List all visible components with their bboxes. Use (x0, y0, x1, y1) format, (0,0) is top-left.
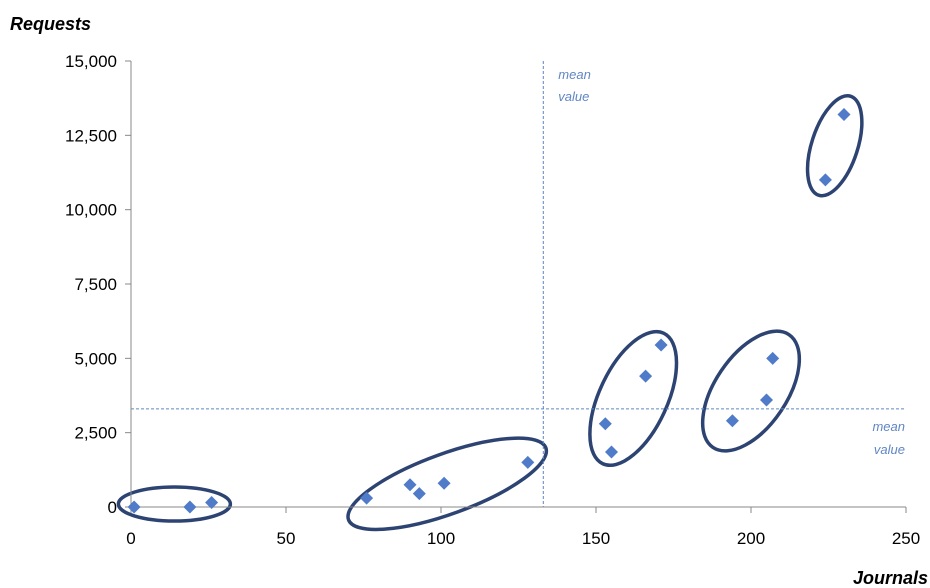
data-point (639, 369, 653, 383)
mean-value-label-x: value (558, 89, 589, 104)
data-point (412, 487, 426, 501)
data-point (598, 417, 612, 431)
y-tick-label: 7,500 (74, 275, 117, 294)
y-axis-title: Requests (10, 14, 91, 34)
x-tick-label: 150 (582, 529, 610, 548)
y-tick-label: 12,500 (65, 126, 117, 145)
data-point (760, 393, 773, 407)
x-tick-label: 250 (892, 529, 920, 548)
x-tick-label: 50 (277, 529, 296, 548)
data-point (766, 351, 780, 365)
x-tick-label: 100 (427, 529, 455, 548)
data-point (654, 338, 668, 352)
cluster-ellipse (700, 329, 802, 453)
data-point (360, 491, 374, 505)
mean-value-lines: mean value mean value (131, 61, 906, 507)
mean-value-label-y: value (874, 442, 905, 457)
data-point (521, 455, 535, 469)
cluster-ellipse (346, 436, 549, 532)
x-axis-title: Journals (853, 568, 928, 588)
x-tick-label: 200 (737, 529, 765, 548)
data-point (205, 496, 219, 510)
data-point (437, 476, 451, 490)
y-tick-label: 0 (108, 498, 117, 517)
data-point (127, 500, 141, 514)
data-point (183, 500, 197, 514)
mean-value-label-x: mean (558, 67, 591, 82)
data-point (605, 445, 618, 459)
x-axis-ticks: 0 50 100 150 200 250 (126, 507, 920, 548)
y-tick-label: 2,500 (74, 424, 117, 443)
data-point (818, 173, 832, 187)
y-tick-label: 10,000 (65, 201, 117, 220)
y-axis-ticks: 0 2,500 5,000 7,500 10,000 12,500 15,000 (65, 52, 131, 517)
y-tick-label: 5,000 (74, 349, 117, 368)
data-point (837, 108, 851, 122)
data-point (725, 414, 739, 428)
data-points (127, 108, 851, 514)
cluster-ellipse (588, 329, 679, 468)
mean-value-label-y: mean (872, 419, 905, 434)
cluster-ellipse (116, 485, 233, 523)
data-point (403, 478, 417, 492)
axes (130, 61, 906, 508)
y-tick-label: 15,000 (65, 52, 117, 71)
cluster-ellipses (116, 94, 864, 532)
cluster-ellipse (805, 94, 864, 198)
x-tick-label: 0 (126, 529, 135, 548)
